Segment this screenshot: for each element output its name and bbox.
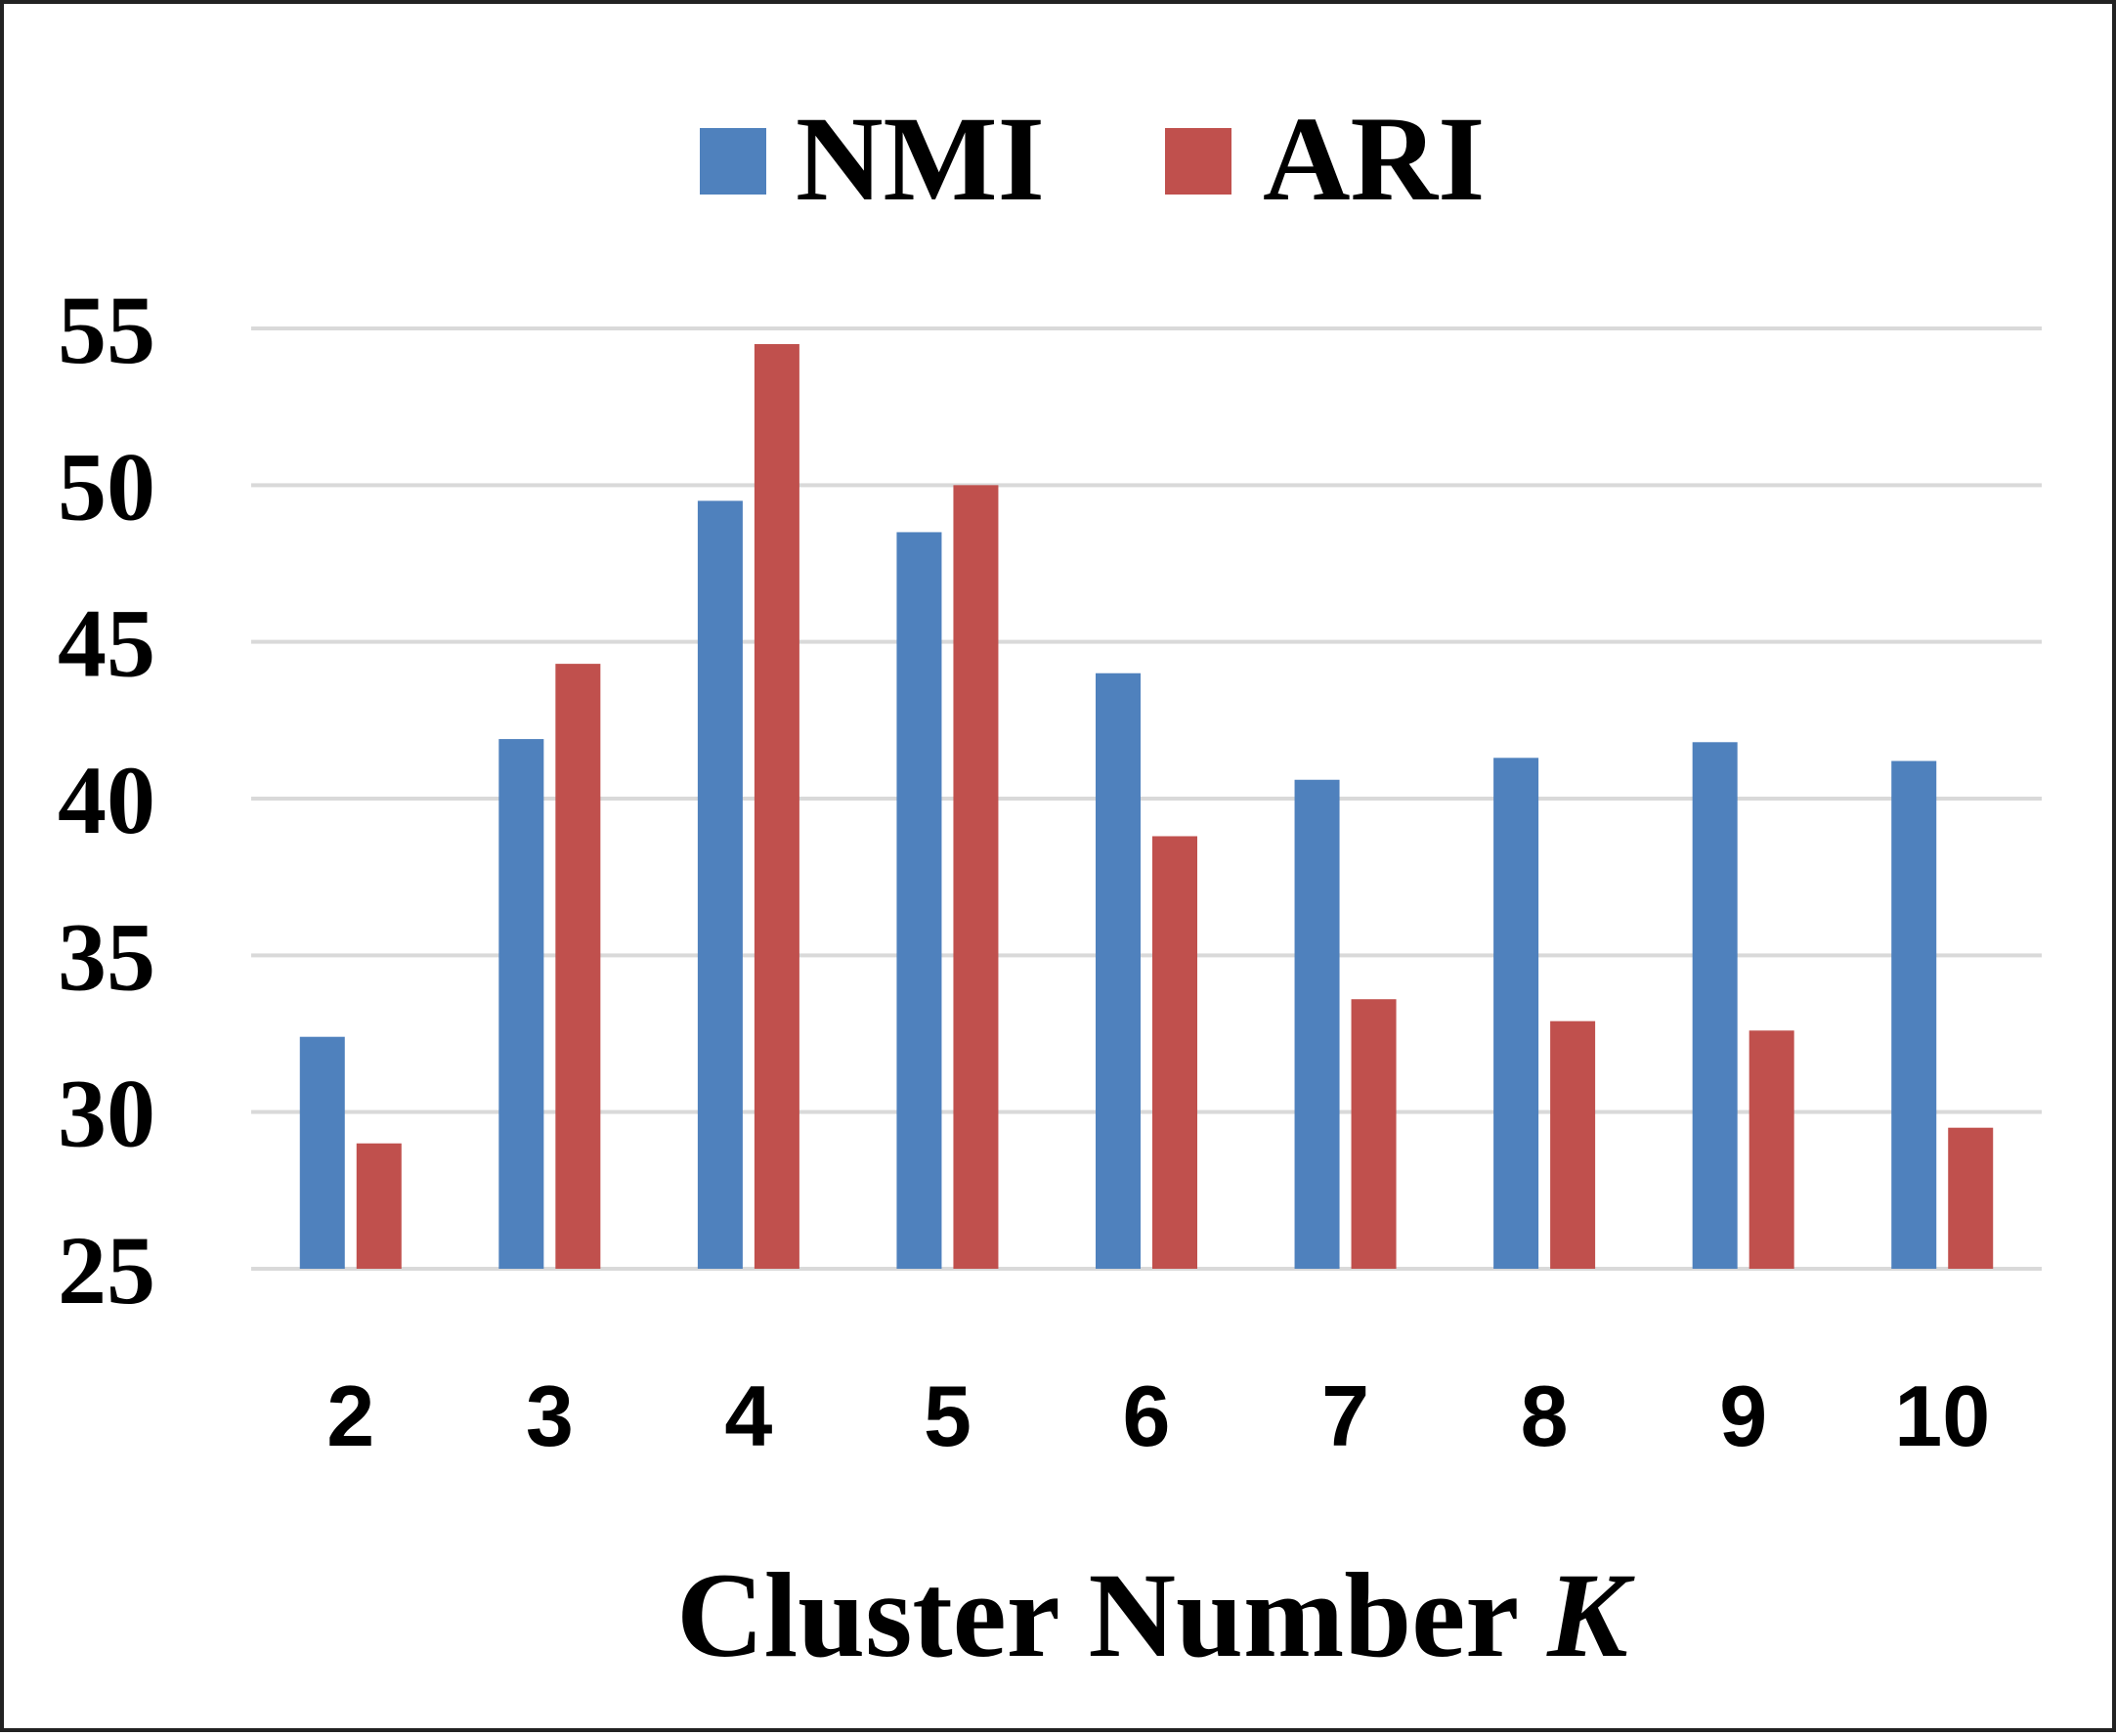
x-tick-label: 3 — [526, 1367, 574, 1464]
y-tick-label: 40 — [58, 746, 155, 854]
bar-ari-k2 — [356, 1143, 402, 1269]
bar-nmi-k4 — [697, 500, 743, 1269]
x-tick-label: 2 — [326, 1367, 374, 1464]
bar-ari-k5 — [953, 485, 999, 1269]
y-tick-label: 30 — [58, 1060, 155, 1168]
bar-ari-k7 — [1351, 999, 1397, 1269]
bar-nmi-k5 — [896, 532, 942, 1269]
bar-ari-k4 — [754, 344, 799, 1269]
bar-nmi-k6 — [1096, 673, 1141, 1269]
bar-ari-k6 — [1152, 836, 1197, 1269]
legend-label-ari: ARI — [1263, 92, 1485, 226]
bar-ari-k3 — [555, 664, 601, 1269]
bar-nmi-k10 — [1891, 760, 1937, 1269]
bar-ari-k8 — [1550, 1020, 1596, 1269]
legend-swatch-nmi — [700, 128, 766, 195]
x-tick-label: 5 — [924, 1367, 972, 1464]
y-tick-label: 50 — [58, 432, 155, 541]
legend-swatch-ari — [1165, 128, 1231, 195]
x-tick-label: 6 — [1123, 1367, 1171, 1464]
x-axis-title-text: Cluster Number — [676, 1548, 1517, 1682]
bar-nmi-k3 — [498, 739, 544, 1269]
x-axis-title: Cluster Number K — [676, 1548, 1635, 1682]
bar-nmi-k2 — [299, 1036, 345, 1269]
x-axis-title-variable: K — [1546, 1548, 1635, 1682]
y-axis-ticks: 25 30 35 40 45 50 55 — [58, 276, 155, 1324]
y-tick-label: 45 — [58, 589, 155, 698]
x-tick-label: 9 — [1719, 1367, 1767, 1464]
y-tick-label: 25 — [58, 1216, 155, 1324]
x-tick-label: 4 — [724, 1367, 772, 1464]
legend-label-nmi: NMI — [796, 92, 1045, 226]
bar-ari-k10 — [1948, 1127, 1994, 1269]
bar-nmi-k8 — [1493, 758, 1539, 1269]
legend: NMI ARI — [700, 92, 1485, 226]
x-axis-ticks: 2 3 4 5 6 7 8 9 10 — [326, 1367, 1990, 1464]
x-tick-label: 8 — [1521, 1367, 1569, 1464]
bar-ari-k9 — [1749, 1030, 1794, 1269]
x-tick-label: 7 — [1321, 1367, 1369, 1464]
x-tick-label: 10 — [1894, 1367, 1990, 1464]
bar-nmi-k7 — [1294, 779, 1340, 1269]
y-tick-label: 35 — [58, 902, 155, 1011]
bar-nmi-k9 — [1692, 742, 1738, 1269]
gridlines — [251, 326, 2042, 1271]
y-tick-label: 55 — [58, 276, 155, 384]
bars — [299, 344, 1994, 1269]
